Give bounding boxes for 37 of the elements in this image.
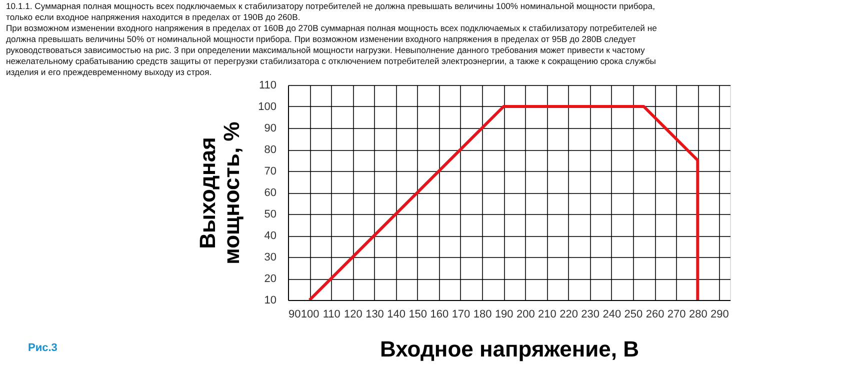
- x-tick-label: 170: [452, 308, 470, 320]
- y-tick-label: 60: [264, 187, 276, 199]
- y-tick-label: 100: [258, 101, 276, 113]
- x-tick-label: 230: [581, 308, 600, 320]
- y-tick-label: 30: [264, 252, 276, 264]
- y-tick-label: 40: [264, 230, 276, 242]
- x-tick-label: 240: [602, 308, 622, 320]
- x-tick-label: 90: [288, 308, 301, 320]
- x-tick-label: 250: [624, 308, 643, 320]
- x-tick-label: 130: [366, 308, 384, 320]
- y-axis-title: Выходная мощность, %: [195, 122, 244, 264]
- y-tick-label: 80: [264, 144, 276, 156]
- x-tick-label: 270: [667, 308, 686, 320]
- y-tick-label: 70: [264, 166, 276, 178]
- x-tick-label: 210: [538, 308, 556, 320]
- x-tick-label: 280: [688, 308, 708, 320]
- y-tick-label: 20: [264, 273, 276, 285]
- text: При возможном изменении входного напряжения в пределах от 160В до 270В суммарная полная мощность всех подключаемых к стабилизатору потребителей не должна превышать величины 50% от номинальной мощности прибора. При возможном изменении входного напряжения в пределах от 95В до 280В следует руководствоваться зависимостью на рис. 3 при определении максимальной мощности нагрузки. Невыполнение данного требования может привести к частому нежелательному срабатыванию средств защиты от перегрузки стабилизатора с отключением потребителей электроэнергии, а также к сокращению срока службы изделия и его преждевременному выходу из строя.: [6, 23, 658, 77]
- y-tick-label: 10: [264, 294, 276, 306]
- text: Рис.3: [28, 342, 58, 354]
- x-tick-label: 220: [560, 308, 578, 320]
- x-tick-label: 190: [494, 308, 514, 320]
- x-tick-label: 160: [430, 308, 449, 320]
- y-tick-label: 90: [264, 122, 276, 134]
- x-tick-label: 140: [387, 308, 406, 320]
- x-tick-label: 150: [408, 308, 428, 320]
- x-tick-label: 120: [344, 308, 362, 320]
- y-tick-label: 50: [264, 208, 276, 220]
- x-tick-label: 100: [300, 308, 320, 320]
- x-axis-title: Входное напряжение, В: [380, 336, 639, 362]
- x-tick-label: 290: [710, 308, 729, 320]
- x-tick-label: 260: [646, 308, 664, 320]
- x-tick-label: 200: [516, 308, 535, 320]
- y-tick-label: 110: [258, 80, 276, 92]
- x-tick-label: 110: [322, 308, 340, 320]
- text: 10.1.1. Суммарная полная мощность всех подключаемых к стабилизатору потребителей не должна превышать величины 100% номинальной мощности прибора, только если входное напряжения находится в пределах от 190В до 260В.: [6, 1, 655, 22]
- x-tick-label: 180: [473, 308, 492, 320]
